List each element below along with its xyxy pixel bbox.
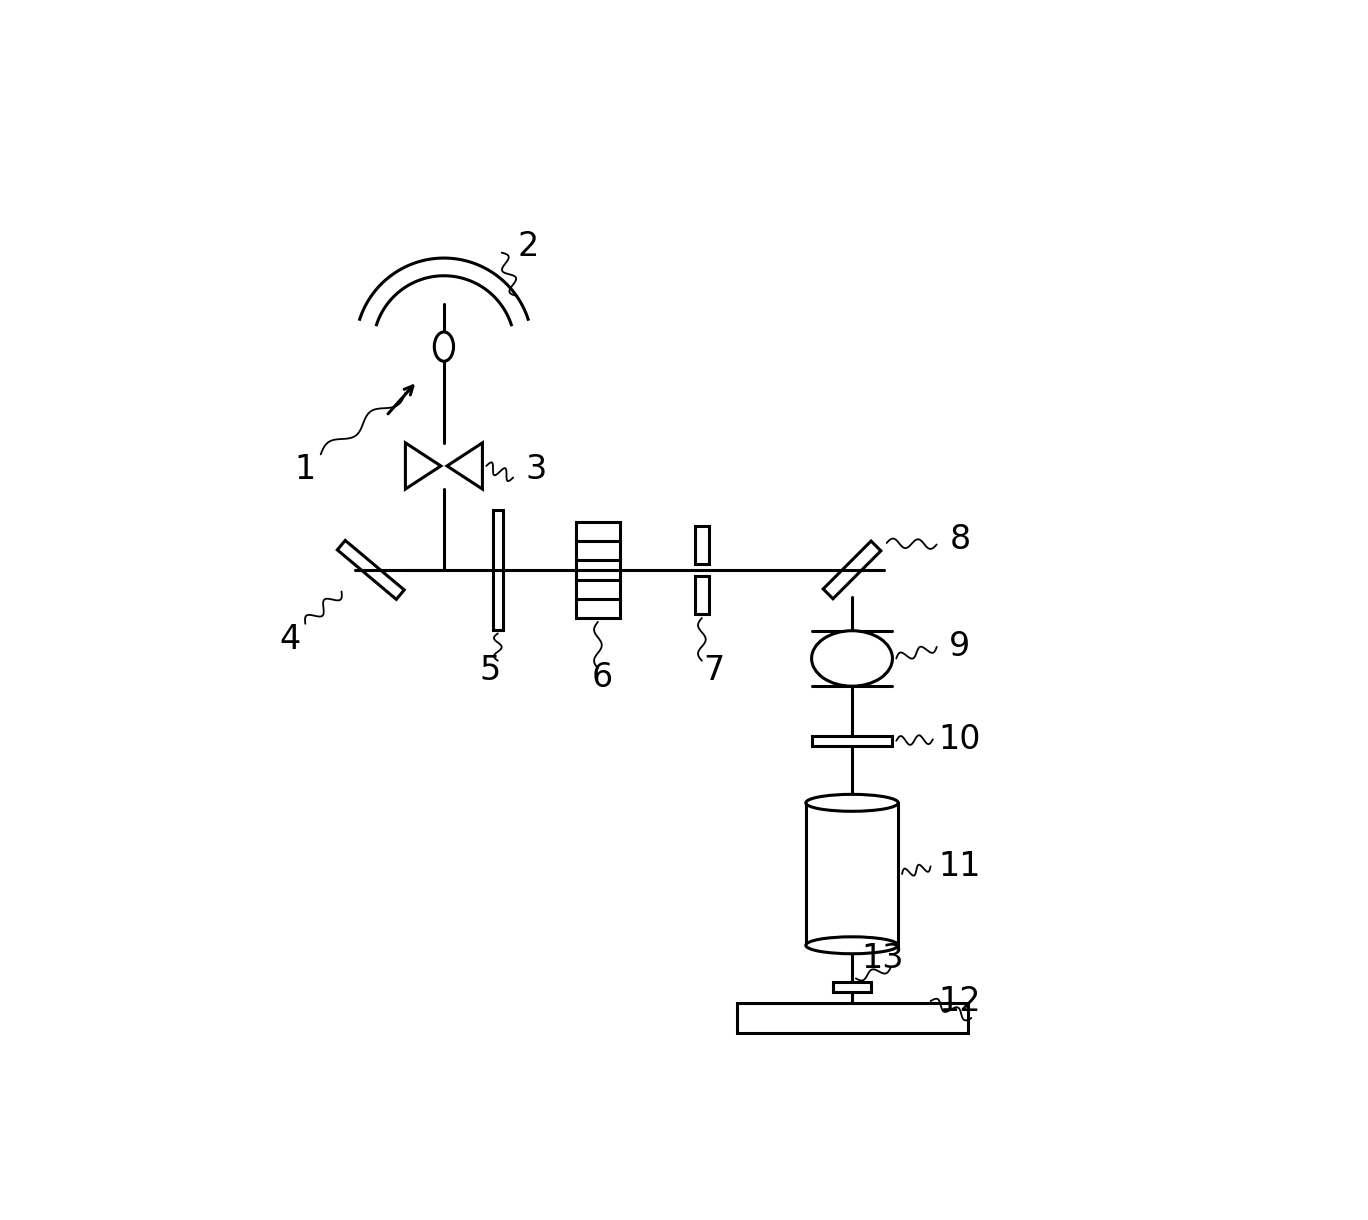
Bar (492, 510, 503, 630)
Bar (695, 576, 709, 614)
Text: 6: 6 (591, 661, 613, 694)
Text: 1: 1 (294, 454, 316, 487)
Text: 12: 12 (938, 985, 981, 1017)
Text: 9: 9 (949, 631, 970, 664)
Text: 10: 10 (938, 722, 981, 756)
Bar (833, 982, 871, 992)
Text: 8: 8 (949, 522, 970, 555)
Text: 5: 5 (480, 654, 501, 687)
Text: 4: 4 (279, 622, 301, 655)
Text: 13: 13 (862, 942, 904, 975)
Ellipse shape (806, 794, 899, 811)
Bar (811, 736, 892, 745)
Text: 2: 2 (518, 231, 539, 264)
Ellipse shape (434, 332, 454, 361)
Text: 7: 7 (703, 654, 724, 687)
Ellipse shape (811, 631, 892, 686)
Text: 3: 3 (525, 454, 547, 487)
Bar (695, 526, 709, 564)
Text: 11: 11 (938, 850, 981, 883)
Ellipse shape (806, 937, 899, 954)
Bar (806, 803, 899, 946)
Bar (736, 1003, 967, 1032)
